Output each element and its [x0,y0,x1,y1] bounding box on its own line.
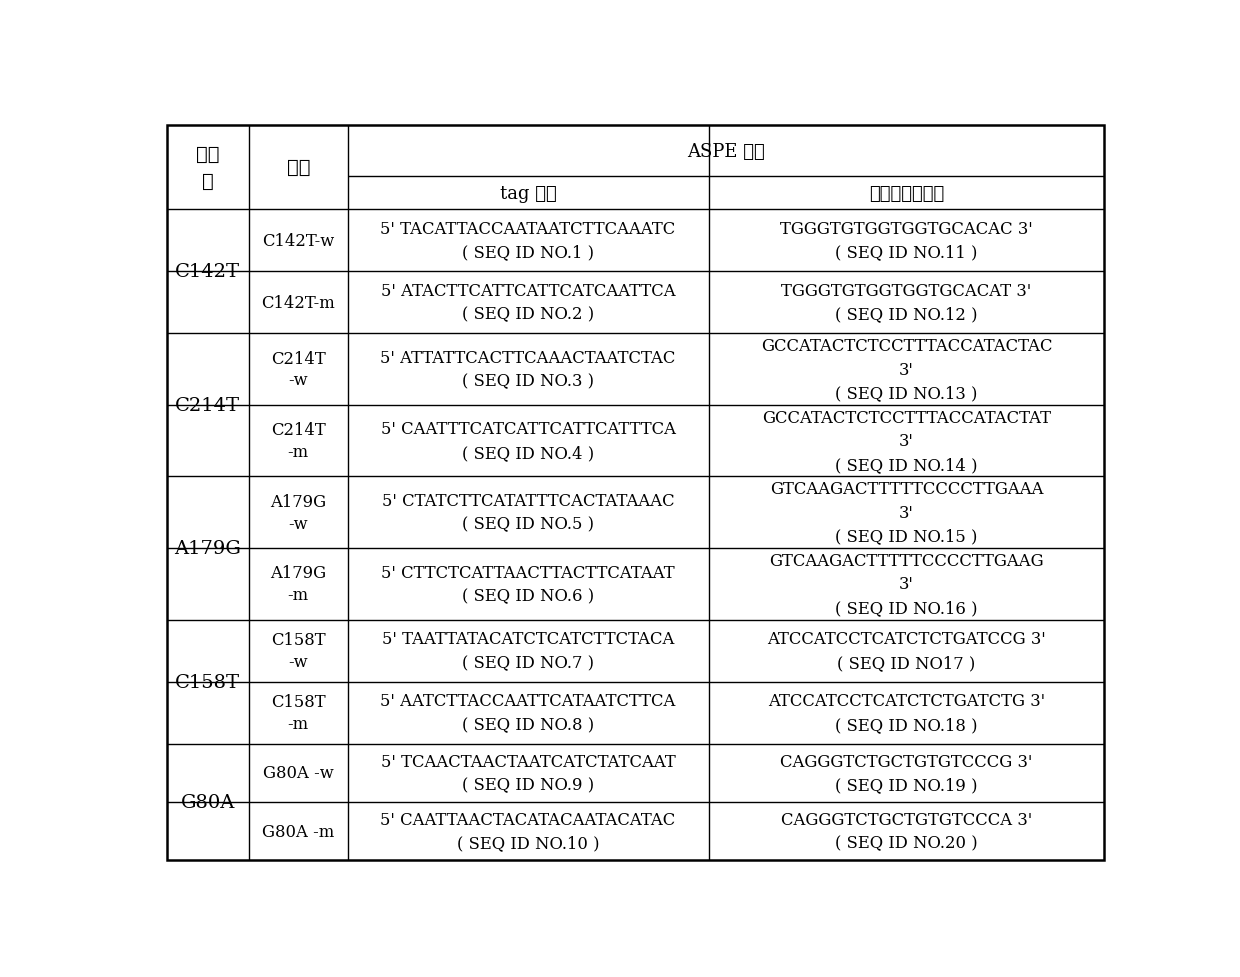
Text: ASPE 引物: ASPE 引物 [687,143,765,161]
Text: ATCCATCCTCATCTCTGATCCG 3'
( SEQ ID NO17 ): ATCCATCCTCATCTCTGATCCG 3' ( SEQ ID NO17 … [768,630,1045,671]
Text: 特异性引物序列: 特异性引物序列 [869,185,944,202]
Text: C214T
-w: C214T -w [270,351,326,389]
Text: C142T-w: C142T-w [262,233,335,249]
Text: 类型: 类型 [286,159,310,177]
Text: 基因
型: 基因 型 [196,146,219,191]
Text: C142T: C142T [175,263,241,281]
Text: 5' CTTCTCATTAACTTACTTCATAAT
( SEQ ID NO.6 ): 5' CTTCTCATTAACTTACTTCATAAT ( SEQ ID NO.… [381,564,675,605]
Text: G80A -m: G80A -m [262,823,335,840]
Text: C158T: C158T [175,673,241,691]
Text: tag 序列: tag 序列 [500,185,557,202]
Text: C142T-m: C142T-m [262,295,335,312]
Text: TGGGTGTGGTGGTGCACAT 3'
( SEQ ID NO.12 ): TGGGTGTGGTGGTGCACAT 3' ( SEQ ID NO.12 ) [781,283,1032,323]
Text: 5' ATTATTCACTTCAAACTAATCTAC
( SEQ ID NO.3 ): 5' ATTATTCACTTCAAACTAATCTAC ( SEQ ID NO.… [381,350,676,390]
Text: 5' CTATCTTCATATTTCACTATAAAC
( SEQ ID NO.5 ): 5' CTATCTTCATATTTCACTATAAAC ( SEQ ID NO.… [382,492,675,532]
Text: G80A -w: G80A -w [263,765,334,782]
Text: 5' ATACTTCATTCATTCATCAATTCA
( SEQ ID NO.2 ): 5' ATACTTCATTCATTCATCAATTCA ( SEQ ID NO.… [381,283,676,323]
Text: A179G
-w: A179G -w [270,493,326,531]
Text: GCCATACTCTCCTTTACCATACTAC
3'
( SEQ ID NO.13 ): GCCATACTCTCCTTTACCATACTAC 3' ( SEQ ID NO… [761,338,1053,402]
Text: 5' TCAACTAACTAATCATCTATCAAT
( SEQ ID NO.9 ): 5' TCAACTAACTAATCATCTATCAAT ( SEQ ID NO.… [381,752,676,793]
Text: CAGGGTCTGCTGTGTCCCG 3'
( SEQ ID NO.19 ): CAGGGTCTGCTGTGTCCCG 3' ( SEQ ID NO.19 ) [780,752,1033,793]
Text: G80A: G80A [181,793,236,811]
Text: A179G
-m: A179G -m [270,565,326,604]
Text: C214T
-m: C214T -m [270,422,326,460]
Text: C158T
-m: C158T -m [272,694,326,732]
Text: GCCATACTCTCCTTTACCATACTAT
3'
( SEQ ID NO.14 ): GCCATACTCTCCTTTACCATACTAT 3' ( SEQ ID NO… [763,409,1052,473]
Text: A179G: A179G [175,539,242,558]
Text: TGGGTGTGGTGGTGCACAC 3'
( SEQ ID NO.11 ): TGGGTGTGGTGGTGCACAC 3' ( SEQ ID NO.11 ) [780,221,1033,261]
Text: 5' TAATTATACATCTCATCTTCTACA
( SEQ ID NO.7 ): 5' TAATTATACATCTCATCTTCTACA ( SEQ ID NO.… [382,630,675,671]
Text: 5' CAATTAACTACATACAATACATAC
( SEQ ID NO.10 ): 5' CAATTAACTACATACAATACATAC ( SEQ ID NO.… [381,811,676,852]
Text: C214T: C214T [175,397,241,414]
Text: 5' TACATTACCAATAATCTTCAAATC
( SEQ ID NO.1 ): 5' TACATTACCAATAATCTTCAAATC ( SEQ ID NO.… [381,221,676,261]
Text: 5' CAATTTCATCATTCATTCATTTCA
( SEQ ID NO.4 ): 5' CAATTTCATCATTCATTCATTTCA ( SEQ ID NO.… [381,421,676,461]
Text: CAGGGTCTGCTGTGTCCCA 3'
( SEQ ID NO.20 ): CAGGGTCTGCTGTGTCCCA 3' ( SEQ ID NO.20 ) [781,811,1032,852]
Text: GTCAAGACTTTTTCCCCTTGAAG
3'
( SEQ ID NO.16 ): GTCAAGACTTTTTCCCCTTGAAG 3' ( SEQ ID NO.1… [769,552,1044,616]
Text: ATCCATCCTCATCTCTGATCTG 3'
( SEQ ID NO.18 ): ATCCATCCTCATCTCTGATCTG 3' ( SEQ ID NO.18… [768,693,1045,733]
Text: GTCAAGACTTTTTCCCCTTGAAA
3'
( SEQ ID NO.15 ): GTCAAGACTTTTTCCCCTTGAAA 3' ( SEQ ID NO.1… [770,481,1043,544]
Text: C158T
-w: C158T -w [272,631,326,670]
Text: 5' AATCTTACCAATTCATAATCTTCA
( SEQ ID NO.8 ): 5' AATCTTACCAATTCATAATCTTCA ( SEQ ID NO.… [381,693,676,733]
